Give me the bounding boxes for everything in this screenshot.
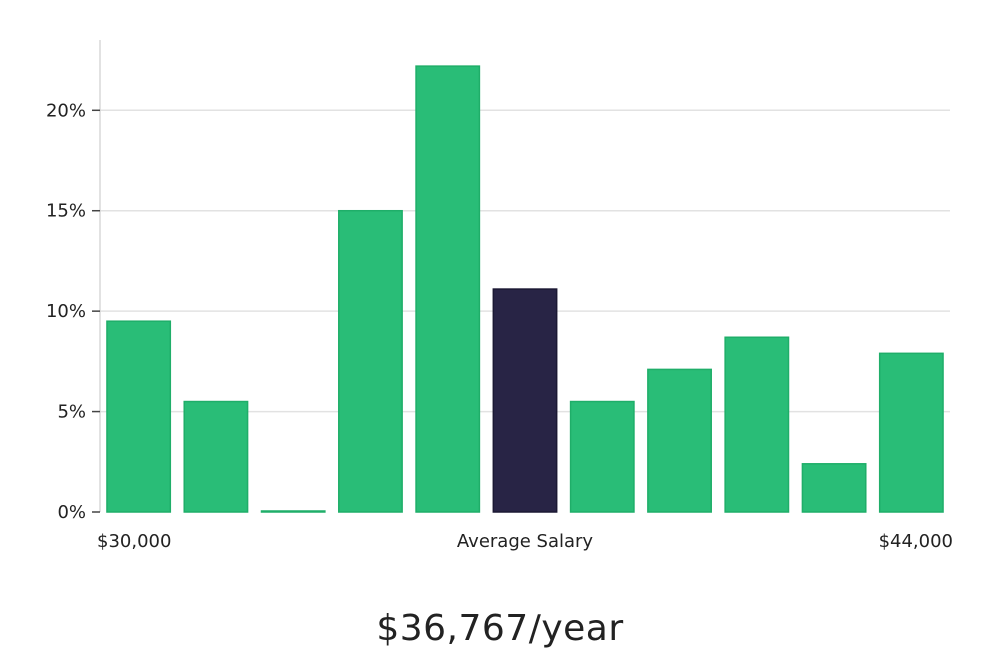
x-label-min: $30,000 [97,531,171,552]
y-tick-label: 15% [46,201,86,222]
average-salary-value: $36,767/year [376,608,624,649]
bar [183,400,249,513]
bars [106,65,944,513]
y-tick-label: 10% [46,301,86,322]
y-tick-labels: 0% 5% 10% 15% 20% [46,100,100,523]
x-label-max: $44,000 [879,531,953,552]
bar [878,352,944,513]
salary-histogram: 0% 5% 10% 15% 20% $30,000 Average Salary $44… [46,40,953,552]
bar [724,336,790,513]
bar [338,209,403,513]
bar [647,368,712,513]
y-tick-label: 5% [57,402,86,423]
bar [260,510,326,513]
y-tick-label: 0% [57,502,86,523]
bar [801,463,867,513]
bar [106,320,172,513]
bar [569,400,635,513]
y-tick-label: 20% [46,100,86,121]
x-label-average: Average Salary [457,531,594,552]
bar-average-salary [492,288,558,513]
bar [415,65,481,513]
